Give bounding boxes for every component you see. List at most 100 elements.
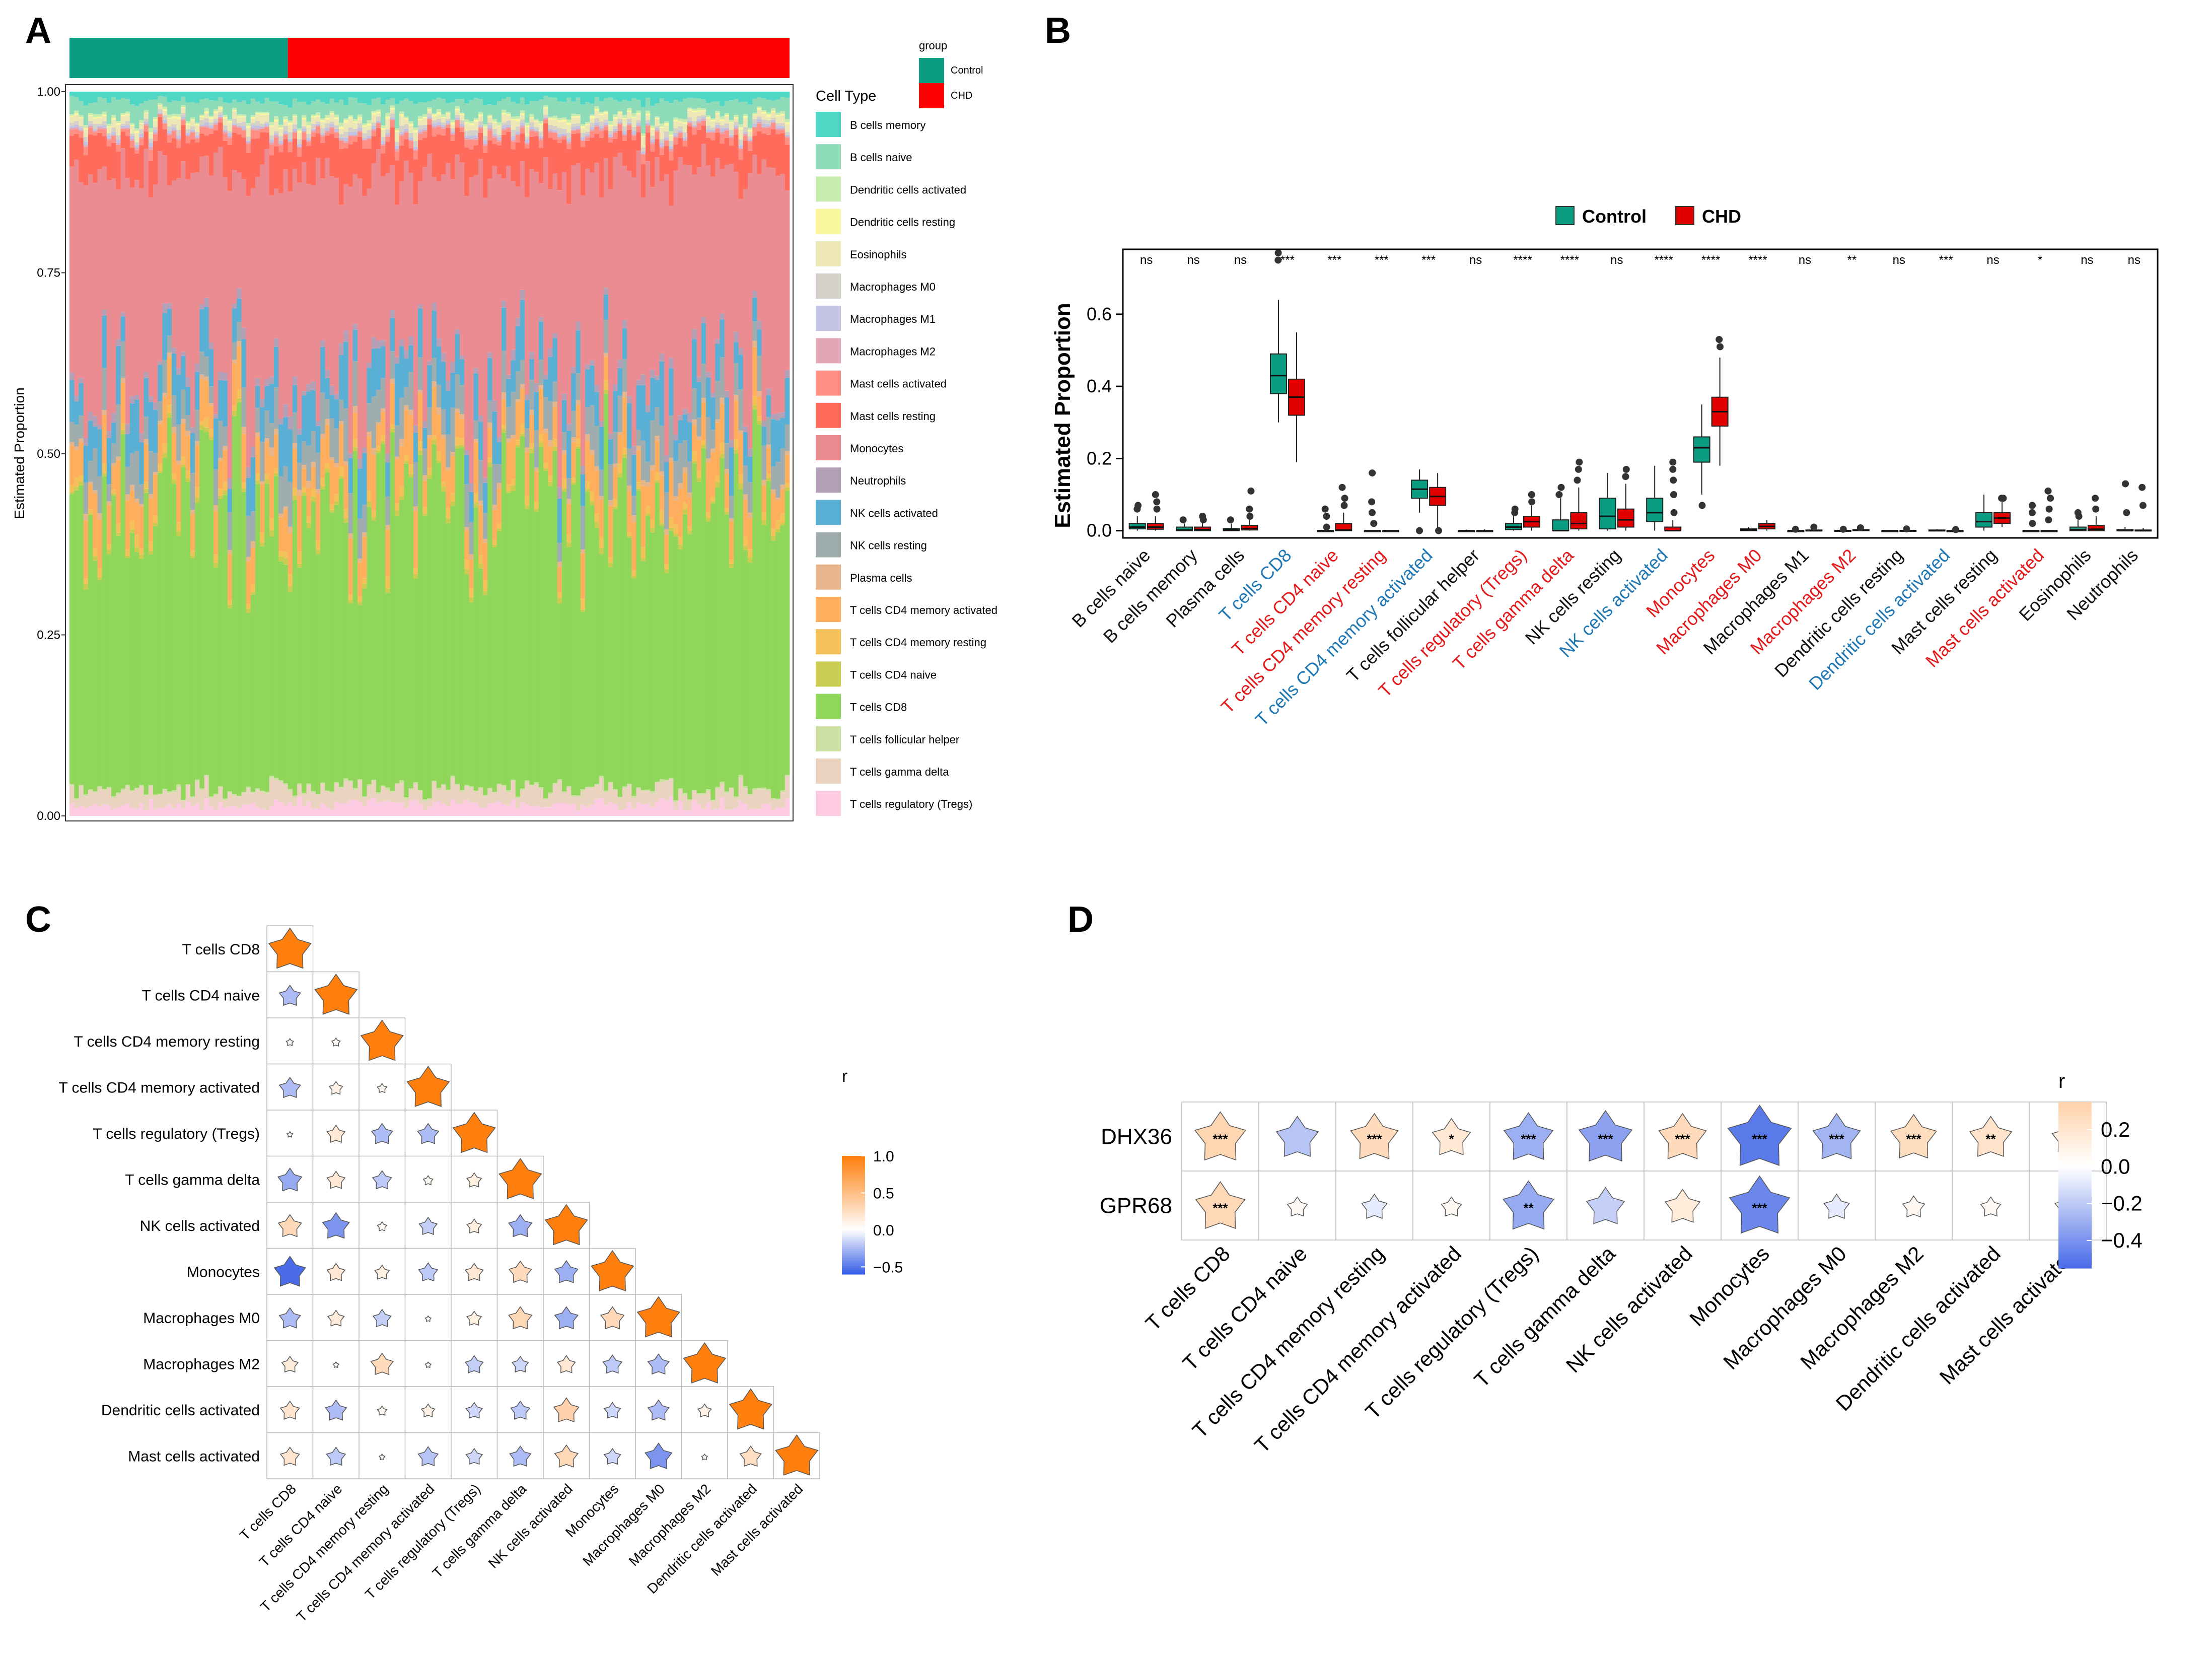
c-star — [510, 1400, 531, 1420]
a-bar-segment-dendritic-cells-resting — [673, 119, 678, 122]
a-bar-segment-plasma-cells — [125, 494, 130, 501]
a-bar-segment-dendritic-cells-activated — [478, 112, 483, 115]
a-bar-segment-macrophages-m0 — [506, 120, 511, 125]
a-bar-segment-monocytes — [339, 204, 344, 343]
a-bar-segment-b-cells-naive — [734, 99, 739, 115]
a-bar-segment-b-cells-naive — [636, 99, 641, 111]
a-bar-segment-dendritic-cells-activated — [701, 108, 706, 110]
a-bar-segment-t-cells-cd4-memory-resting — [483, 580, 488, 591]
a-bar-segment-b-cells-naive — [190, 102, 195, 117]
a-bar-segment-neutrophils — [381, 340, 386, 347]
a-bar-segment-dendritic-cells-resting — [752, 114, 757, 115]
a-bar-segment-dendritic-cells-resting — [343, 120, 348, 123]
a-bar-segment-mast-cells-resting — [705, 137, 711, 166]
a-bar-segment-t-cells-cd4-memory-resting — [594, 513, 600, 522]
a-bar-segment-nk-cells-resting — [213, 469, 219, 506]
a-bar-segment-t-cells-cd4-memory-activated — [394, 459, 400, 504]
a-bar-segment-b-cells-naive — [88, 103, 93, 113]
a-bar-segment-macrophages-m0 — [673, 128, 678, 133]
a-bar-segment-neutrophils — [190, 427, 195, 433]
a-bar-segment-nk-cells-activated — [659, 361, 665, 426]
a-bar-segment-t-cells-cd8 — [97, 580, 102, 786]
a-bar-segment-t-cells-cd8 — [139, 559, 145, 785]
a-bar-segment-plasma-cells — [213, 505, 219, 512]
a-bar-segment-t-cells-cd4-naive — [552, 447, 558, 451]
a-bar-segment-eosinophils — [148, 133, 154, 139]
a-bar-segment-macrophages-m1 — [561, 133, 567, 135]
d-significance: *** — [1675, 1132, 1690, 1147]
a-bar-segment-nk-cells-activated — [548, 357, 553, 401]
a-bar-segment-mast-cells-activated — [710, 132, 716, 141]
a-bar-segment-nk-cells-resting — [176, 424, 181, 461]
a-bar-segment-b-cells-memory — [162, 92, 168, 97]
a-bar-segment-t-cells-gamma-delta — [199, 790, 204, 810]
a-bar-segment-t-cells-cd8 — [784, 491, 790, 775]
a-bar-segment-dendritic-cells-activated — [320, 118, 325, 120]
a-bar-segment-mast-cells-activated — [218, 118, 223, 123]
a-bar-segment-mast-cells-activated — [83, 147, 89, 156]
a-bar-segment-b-cells-memory — [190, 92, 195, 102]
a-bar-segment-t-cells-gamma-delta — [306, 785, 312, 801]
a-bar-segment-mast-cells-resting — [190, 139, 195, 173]
a-legend-swatch — [816, 467, 841, 493]
a-bar-segment-t-cells-cd4-memory-activated — [543, 433, 548, 463]
a-bar-segment-t-cells-gamma-delta — [83, 796, 89, 808]
a-bar-segment-t-cells-cd4-memory-resting — [640, 547, 646, 559]
d-legend-gradient-step — [2058, 1161, 2092, 1164]
c-star — [647, 1353, 670, 1375]
a-bar-segment-t-cells-cd4-memory-activated — [761, 485, 767, 512]
a-bar-segment-t-cells-cd8 — [529, 453, 534, 785]
a-bar-segment-macrophages-m0 — [125, 121, 130, 125]
a-bar-segment-t-cells-cd4-naive — [603, 389, 609, 394]
a-bar-segment-t-cells-cd8 — [74, 490, 79, 798]
a-bar-segment-t-cells-regulatory-tregs — [167, 804, 172, 816]
a-bar-segment-dendritic-cells-resting — [417, 118, 423, 121]
a-bar-segment-eosinophils — [106, 127, 112, 133]
a-bar-segment-b-cells-memory — [381, 92, 386, 105]
a-bar-segment-t-cells-cd4-naive — [134, 547, 139, 553]
a-bar-segment-b-cells-naive — [743, 101, 748, 114]
a-bar-segment-t-cells-cd4-memory-resting — [260, 532, 265, 543]
a-bar-segment-dendritic-cells-resting — [385, 116, 390, 119]
a-bar-segment-monocytes — [371, 163, 377, 337]
a-bar-segment-t-cells-cd4-memory-activated — [376, 424, 381, 446]
a-bar-segment-t-cells-cd4-memory-resting — [413, 568, 418, 574]
a-bar-segment-t-cells-regulatory-tregs — [617, 810, 623, 816]
a-bar-segment-macrophages-m0 — [367, 130, 372, 136]
a-bar-segment-macrophages-m1 — [399, 131, 404, 134]
a-bar-segment-monocytes — [404, 161, 409, 351]
a-bar-segment-b-cells-naive — [506, 97, 511, 112]
a-bar-segment-t-cells-cd4-memory-resting — [255, 473, 260, 480]
panel-label-b: B — [1045, 11, 1071, 51]
a-bar-segment-macrophages-m2 — [585, 135, 590, 138]
a-bar-segment-t-cells-cd4-memory-resting — [162, 444, 168, 453]
a-bar-segment-t-cells-gamma-delta — [223, 800, 228, 808]
a-bar-segment-t-cells-cd4-memory-resting — [705, 512, 711, 518]
a-bar-segment-macrophages-m1 — [459, 124, 465, 126]
d-legend-gradient-step — [2058, 1137, 2092, 1141]
a-bar-segment-b-cells-naive — [181, 96, 186, 106]
a-bar-segment-eosinophils — [111, 119, 116, 128]
a-bar-segment-t-cells-cd4-memory-activated — [492, 510, 497, 540]
a-bar-segment-dendritic-cells-resting — [250, 117, 256, 119]
a-bar-segment-neutrophils — [181, 352, 186, 356]
a-bar-segment-t-cells-cd4-naive — [69, 492, 75, 495]
a-bar-segment-t-cells-follicular-helper — [246, 786, 251, 789]
c-star — [591, 1250, 634, 1291]
a-bar-segment-dendritic-cells-resting — [315, 115, 321, 117]
b-outlier — [1716, 336, 1723, 343]
a-bar-segment-t-cells-cd8 — [381, 444, 386, 786]
d-legend-gradient-step — [2058, 1266, 2092, 1269]
a-bar-segment-t-cells-follicular-helper — [478, 787, 483, 788]
d-legend-gradient-step — [2058, 1187, 2092, 1191]
a-bar-segment-macrophages-m1 — [511, 135, 516, 140]
a-bar-segment-macrophages-m2 — [780, 128, 786, 130]
a-bar-segment-dendritic-cells-activated — [185, 121, 191, 124]
a-bar-segment-mast-cells-resting — [775, 134, 780, 176]
a-bar-segment-b-cells-naive — [362, 103, 367, 124]
a-bar-segment-dendritic-cells-activated — [734, 114, 739, 117]
a-bar-segment-macrophages-m0 — [631, 126, 636, 131]
a-bar-segment-b-cells-memory — [784, 92, 790, 98]
a-bar-segment-plasma-cells — [585, 434, 590, 441]
a-bar-segment-eosinophils — [88, 116, 93, 121]
